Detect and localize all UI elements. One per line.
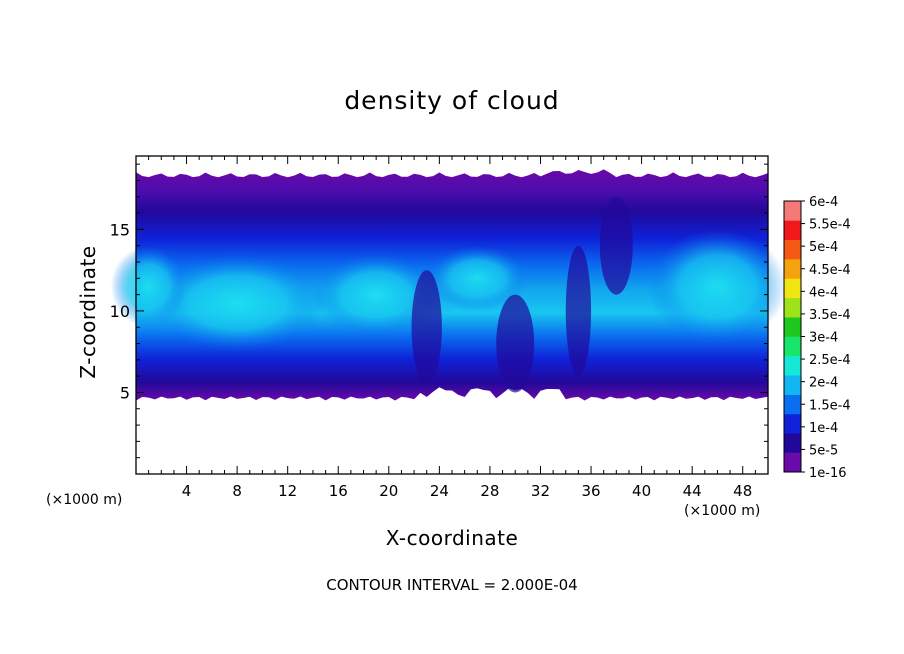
- cloud-core: [110, 245, 187, 328]
- x-tick-label: 12: [278, 482, 297, 500]
- colorbar-label: 3e-4: [809, 331, 838, 346]
- y-tick-label: 15: [110, 220, 130, 239]
- x-tick-label: 20: [379, 482, 398, 500]
- x-tick-label: 32: [531, 482, 550, 500]
- cloud-gap: [496, 294, 535, 393]
- colorbar-swatch: [784, 317, 801, 337]
- colorbar-swatch: [784, 278, 801, 299]
- colorbar-swatch: [784, 336, 801, 357]
- x-tick-label: 24: [430, 482, 449, 500]
- colorbar-label: 1e-4: [809, 421, 838, 436]
- chart-title: density of cloud: [344, 86, 560, 115]
- colorbar-label: 1.5e-4: [809, 398, 851, 413]
- x-tick-label: 8: [232, 482, 242, 500]
- cloud-core: [148, 253, 326, 352]
- x-tick-label: 44: [683, 482, 702, 500]
- colorbar-swatch: [784, 355, 801, 376]
- colorbar-swatch: [784, 201, 801, 221]
- colorbar-swatch: [784, 452, 801, 473]
- colorbar-label: 5e-5: [809, 443, 838, 458]
- colorbar-label: 4e-4: [809, 285, 838, 300]
- cloud-core: [312, 253, 440, 336]
- colorbar-label: 4.5e-4: [809, 263, 851, 278]
- colorbar-label: 6e-4: [809, 195, 838, 210]
- x-tick-label: 48: [733, 482, 752, 500]
- cloud-core: [647, 229, 787, 344]
- colorbar-swatch: [784, 394, 801, 415]
- colorbar-swatch: [784, 433, 801, 453]
- colorbar-label: 3.5e-4: [809, 308, 851, 323]
- cloud-gap: [411, 270, 442, 385]
- cloud-gap: [599, 196, 633, 295]
- cloud-core: [426, 245, 528, 311]
- x-tick-label: 36: [581, 482, 600, 500]
- colorbar-swatch: [784, 220, 801, 241]
- cloud-field: [110, 169, 787, 401]
- x-unit-right: (×1000 m): [684, 503, 761, 519]
- y-axis: 5 10 15: [110, 163, 768, 459]
- x-tick-label: 16: [329, 482, 348, 500]
- colorbar-swatch: [784, 413, 801, 434]
- colorbar-swatch: [784, 259, 801, 279]
- colorbar-label: 1e-16: [809, 466, 847, 481]
- colorbar-label: 2.5e-4: [809, 353, 851, 368]
- x-tick-label: 4: [182, 482, 192, 500]
- colorbar: 1e-16 5e-5 1e-4 1.5e-4 2e-4 2.5e-4 3e-4 3.5e-4 4…: [783, 195, 851, 481]
- x-unit-left: (×1000 m): [46, 492, 123, 508]
- colorbar-label: 5.5e-4: [809, 218, 851, 233]
- x-tick-label: 28: [480, 482, 499, 500]
- colorbar-swatch: [784, 297, 801, 318]
- colorbar-swatch: [784, 239, 801, 260]
- contour-interval-note: CONTOUR INTERVAL = 2.000E-04: [326, 576, 578, 594]
- cloud-gap: [565, 245, 592, 377]
- y-tick-label: 5: [120, 383, 130, 402]
- colorbar-label: 2e-4: [809, 376, 838, 391]
- x-axis: 4 8 12 16 20 24 28 32 36 40 44 48: [148, 156, 756, 500]
- x-tick-label: 40: [632, 482, 651, 500]
- x-axis-label: X-coordinate: [385, 526, 519, 550]
- y-tick-label: 10: [110, 302, 130, 321]
- colorbar-swatch: [784, 375, 801, 395]
- colorbar-label: 5e-4: [809, 240, 838, 255]
